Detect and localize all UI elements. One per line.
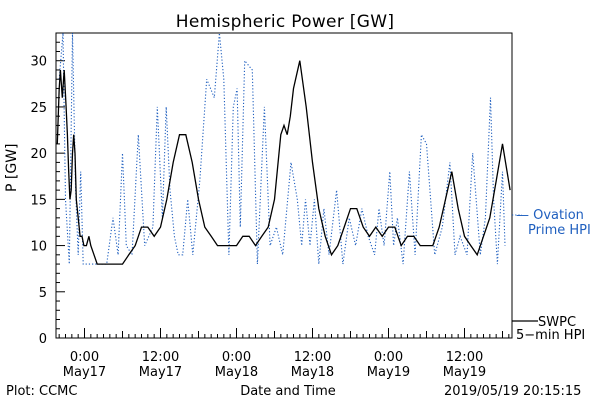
y-tick-label: 5 xyxy=(39,286,47,301)
x-tick-label-date: May18 xyxy=(215,365,258,380)
plot-credit: Plot: CCMC xyxy=(6,384,78,399)
x-tick-label-time: 0:00 xyxy=(374,350,403,365)
legend-ovation: — Ovation Prime HPI xyxy=(516,208,591,238)
y-tick-label: 15 xyxy=(30,193,47,208)
x-tick-label-time: 12:00 xyxy=(446,350,483,365)
x-axis-label: Date and Time xyxy=(240,384,336,399)
x-tick-label-time: 12:00 xyxy=(294,350,331,365)
legend-swpc: SWPC 5−min HPI xyxy=(516,316,585,342)
y-tick-label: 20 xyxy=(30,147,47,162)
x-tick-label-date: May19 xyxy=(367,365,410,380)
legend-ovation-line1: — Ovation xyxy=(516,208,584,223)
legend-swpc-line2: 5−min HPI xyxy=(516,328,586,343)
x-tick-label-date: May17 xyxy=(63,365,106,380)
x-tick-label-time: 12:00 xyxy=(142,350,179,365)
y-tick-label: 25 xyxy=(30,101,47,116)
series-swpc-line xyxy=(56,60,511,265)
x-tick-label-time: 0:00 xyxy=(70,350,99,365)
legend-ovation-line2: Prime HPI xyxy=(528,223,591,238)
timestamp: 2019/05/19 20:15:15 xyxy=(444,384,582,399)
x-tick-label-date: May18 xyxy=(291,365,334,380)
chart-title: Hemispheric Power [GW] xyxy=(175,12,395,32)
x-tick-label-date: May17 xyxy=(139,365,182,380)
x-tick-label-date: May19 xyxy=(443,365,486,380)
series-ovation-prime-line xyxy=(58,33,506,265)
y-tick-label: 10 xyxy=(30,240,47,255)
y-tick-label: 30 xyxy=(30,55,47,70)
x-tick-label-time: 0:00 xyxy=(222,350,251,365)
plot-frame xyxy=(55,32,513,339)
y-tick-label: 0 xyxy=(39,332,47,347)
legend-swpc-line1: SWPC xyxy=(538,315,577,330)
